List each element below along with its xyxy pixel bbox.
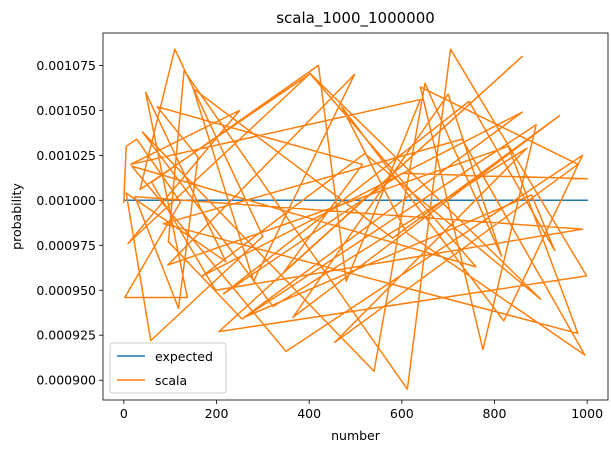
x-axis: 0 200 400 600 800 1000 bbox=[120, 400, 603, 421]
x-tick-label: 200 bbox=[205, 406, 229, 421]
y-tick-label: 0.001025 bbox=[36, 148, 96, 163]
y-axis: 0.000900 0.000925 0.000950 0.000975 0.001000… bbox=[36, 58, 103, 388]
y-tick-label: 0.001050 bbox=[36, 103, 96, 118]
y-tick-label: 0.000900 bbox=[36, 373, 96, 388]
x-tick-label: 600 bbox=[390, 406, 414, 421]
plot-area bbox=[102, 32, 609, 401]
series-line-scala bbox=[123, 48, 588, 390]
legend-label-scala: scala bbox=[155, 373, 187, 388]
y-tick-label: 0.000950 bbox=[36, 283, 96, 298]
x-tick-label: 0 bbox=[120, 406, 128, 421]
x-tick-label: 1000 bbox=[571, 406, 603, 421]
legend: expected scala bbox=[109, 342, 227, 394]
y-axis-label: probability bbox=[9, 183, 24, 250]
legend-label-expected: expected bbox=[155, 349, 213, 364]
y-tick-label: 0.001000 bbox=[36, 193, 96, 208]
y-tick-label: 0.000975 bbox=[36, 238, 96, 253]
y-tick-label: 0.000925 bbox=[36, 328, 96, 343]
x-tick-label: 400 bbox=[297, 406, 321, 421]
x-tick-label: 800 bbox=[483, 406, 507, 421]
chart-title: scala_1000_1000000 bbox=[276, 9, 435, 28]
y-tick-label: 0.001075 bbox=[36, 58, 96, 73]
series-layer bbox=[123, 48, 588, 390]
x-axis-label: number bbox=[331, 428, 381, 443]
axes-frame bbox=[102, 32, 609, 401]
